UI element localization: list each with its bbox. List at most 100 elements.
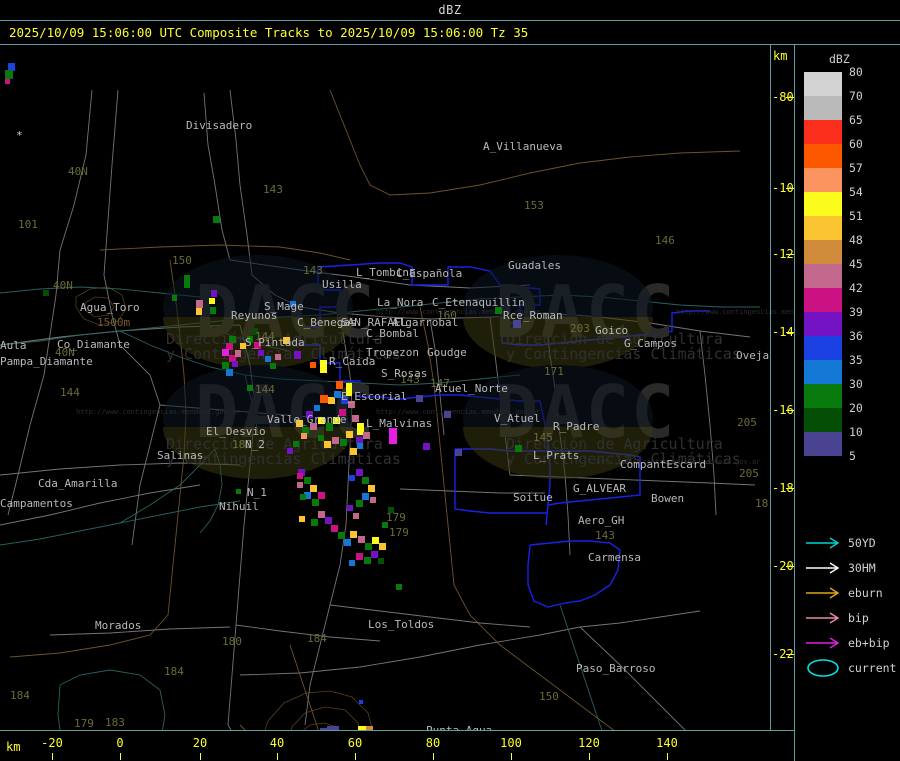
radar-echo-cell <box>364 557 371 564</box>
place-label: Soitue <box>513 491 553 504</box>
radar-echo-cell <box>423 443 430 450</box>
radar-echo-cell <box>212 292 217 297</box>
radar-echo-cell <box>236 489 241 494</box>
x-axis-unit-label: km <box>6 740 21 754</box>
x-axis-tick-mark <box>120 753 121 760</box>
radar-echo-cell <box>287 448 293 454</box>
colorbar-swatch <box>804 432 842 456</box>
radar-echo-cell <box>495 307 502 314</box>
place-label: R_Padre <box>553 420 600 433</box>
radar-echo-cell <box>388 507 394 513</box>
radar-echo-cell <box>346 383 352 396</box>
y-axis-tick-label: -200 <box>772 559 794 573</box>
colorbar-tick-label: 10 <box>849 425 863 439</box>
place-label: Reyunos <box>231 309 278 322</box>
colorbar-swatch <box>804 336 842 360</box>
radar-echo-cell <box>327 726 339 731</box>
place-label: L_Malvinas <box>366 417 433 430</box>
radar-echo-cell <box>310 362 316 368</box>
radar-echo-cell <box>356 469 363 476</box>
track-legend-item: bip <box>802 607 898 631</box>
colorbar-tick-label: 65 <box>849 113 863 127</box>
route-number-label: 40N <box>68 165 88 178</box>
place-label: Aula <box>0 339 27 352</box>
place-label: Carmensa <box>588 551 641 564</box>
colorbar-tick-label: 54 <box>849 185 863 199</box>
colorbar-tick-label: 42 <box>849 281 863 295</box>
radar-echo-cell <box>247 385 253 391</box>
radar-echo-cell <box>258 350 264 356</box>
radar-echo-cell <box>382 522 388 528</box>
radar-echo-cell <box>222 349 229 356</box>
radar-echo-cell <box>184 275 190 288</box>
y-axis-tick-mark <box>786 254 794 255</box>
place-label: S_Pintada <box>245 336 305 349</box>
radar-echo-cell <box>299 516 305 522</box>
route-number-label: 153 <box>524 199 544 212</box>
radar-echo-cell <box>356 553 363 560</box>
radar-echo-cell <box>331 525 338 532</box>
radar-echo-cell <box>357 443 363 449</box>
watermark-url: http://www.contingencias.mendoza.gov.ar <box>376 308 541 316</box>
y-axis-tick-label: -140 <box>772 325 794 339</box>
radar-echo-cell <box>209 298 215 304</box>
place-label: Goico <box>595 324 629 337</box>
place-label: C_Bombal <box>366 327 419 340</box>
place-label: V_Atuel <box>494 412 541 425</box>
place-label: C_Española <box>396 267 463 280</box>
radar-plot-area[interactable]: DACC DACC DACC DACC Dirección de Agricul… <box>0 45 795 731</box>
radar-echo-cell <box>275 354 281 360</box>
radar-echo-cell <box>444 411 451 418</box>
radar-echo-cell <box>341 397 348 404</box>
route-number-label: 184 <box>10 689 30 702</box>
arrow-right-icon <box>806 562 840 574</box>
radar-echo-cell <box>318 435 324 441</box>
place-label: SAN_RAFAEL <box>341 316 408 329</box>
radar-echo-cell <box>301 433 307 439</box>
plot-bottom-axis <box>0 730 794 731</box>
radar-echo-cell <box>365 543 372 550</box>
route-number-label: 179 <box>74 717 94 730</box>
radar-echo-cell <box>298 469 305 476</box>
place-label: La_Nora <box>377 296 424 309</box>
x-axis-tick-label: 20 <box>192 736 208 750</box>
radar-echo-cell <box>324 441 331 448</box>
colorbar-tick-label: 45 <box>849 257 863 271</box>
y-axis-tick-label: -100 <box>772 181 794 195</box>
radar-echo-cell <box>312 499 319 506</box>
place-label: Nihuil <box>219 500 259 513</box>
track-legend-item: current <box>802 657 898 681</box>
radar-echo-cell <box>222 362 229 369</box>
y-axis-tick-mark <box>786 488 794 489</box>
watermark-line-1: Dirección de Agricultura <box>506 435 723 453</box>
radar-echo-cell <box>5 79 10 84</box>
route-number-label: 179 <box>389 526 409 539</box>
radar-echo-cell <box>290 301 296 307</box>
radar-echo-cell <box>368 485 375 492</box>
colorbar-tick-label: 80 <box>849 65 863 79</box>
y-axis-unit-label: km <box>773 49 788 63</box>
radar-echo-cell <box>359 700 363 704</box>
radar-echo-cell <box>372 537 379 544</box>
colorbar-tick-label: 39 <box>849 305 863 319</box>
window-titlebar: dBZ <box>0 0 900 21</box>
place-label: Rce_Roman <box>503 309 563 322</box>
y-axis-tick-mark <box>786 410 794 411</box>
place-label: Aero_GH <box>578 514 625 527</box>
route-number-label: 144 <box>60 386 80 399</box>
watermark-line-2: y Contingencias Climáticas <box>506 345 741 363</box>
radar-site-marker: * <box>16 129 23 142</box>
radar-echo-cell <box>306 411 313 418</box>
radar-echo-cell <box>311 519 318 526</box>
radar-echo-cell <box>389 428 397 444</box>
radar-echo-cell <box>320 728 328 731</box>
place-label: C_Etenaquillin <box>432 296 525 309</box>
y-axis-tick-label: -80 <box>772 90 794 104</box>
route-number-label: 179 <box>386 511 406 524</box>
radar-echo-cell <box>318 492 325 499</box>
radar-echo-cell <box>347 505 353 511</box>
radar-echo-cell <box>297 482 303 488</box>
radar-echo-cell <box>333 417 340 424</box>
radar-echo-cell <box>43 290 49 296</box>
